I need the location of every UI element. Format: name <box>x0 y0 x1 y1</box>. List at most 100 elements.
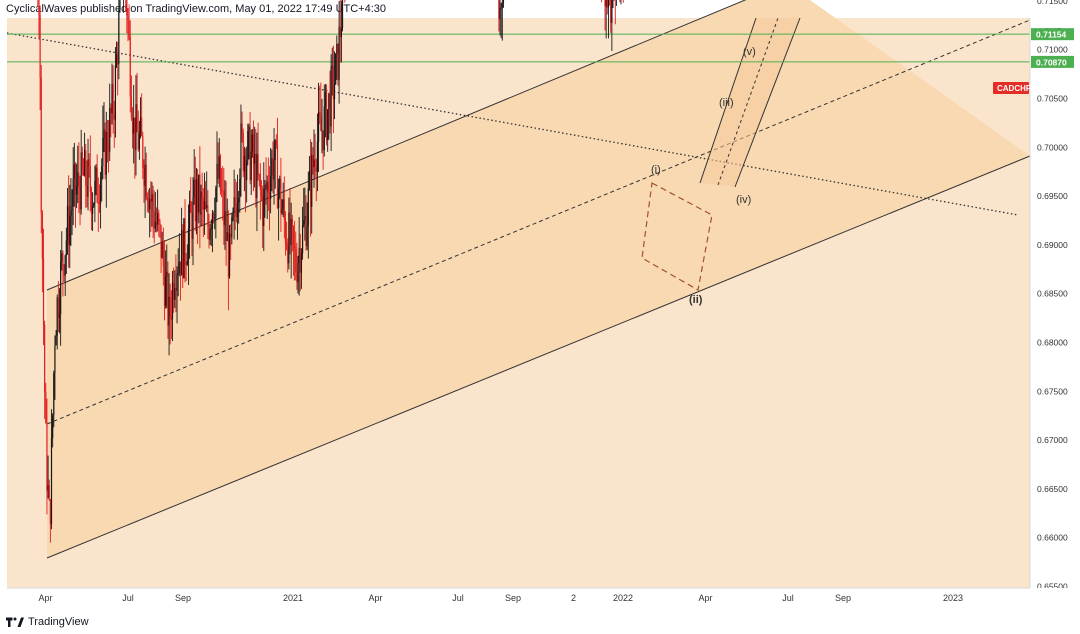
candle-body <box>147 200 150 210</box>
candle-body <box>201 191 203 199</box>
candle-body <box>202 198 204 210</box>
y-tick-label: 0.70500 <box>1037 94 1068 104</box>
x-tick-label: Apr <box>698 593 712 603</box>
price-badge <box>1031 55 1074 68</box>
y-tick-label: 0.66500 <box>1037 484 1068 494</box>
candle-body <box>210 228 212 230</box>
candle-body <box>215 188 217 218</box>
candle-body <box>86 185 88 197</box>
candle-body <box>82 168 85 176</box>
candle-body <box>42 258 45 326</box>
wave-label: (iii) <box>719 97 734 109</box>
candle-body <box>335 54 337 84</box>
candle-body <box>95 167 97 182</box>
x-tick-label: Sep <box>835 593 851 603</box>
candle-body <box>139 117 142 134</box>
candle-body <box>300 253 303 273</box>
price-badge <box>1031 28 1074 41</box>
candle-body <box>200 191 202 215</box>
candle-body <box>256 154 258 199</box>
candle-body <box>231 217 233 238</box>
candle-body <box>304 215 306 221</box>
candle-body <box>186 261 188 265</box>
candle-body <box>267 181 269 193</box>
candle-body <box>174 287 176 300</box>
candle-body <box>146 197 148 201</box>
candle-body <box>211 213 214 229</box>
candle-body <box>126 0 128 16</box>
candle-body <box>175 287 177 291</box>
candle-body <box>88 159 90 166</box>
candle-body <box>131 117 134 134</box>
candle-body <box>209 229 211 240</box>
candle-body <box>114 65 117 120</box>
candle-body <box>208 226 210 240</box>
candle-body <box>80 152 82 210</box>
wave-label: (iv) <box>736 194 751 206</box>
candle-body <box>225 211 227 241</box>
candle-body <box>56 297 58 336</box>
candle-body <box>309 170 312 207</box>
candle-body <box>279 178 281 189</box>
y-tick-label: 0.67500 <box>1037 386 1068 396</box>
candle-body <box>331 65 333 67</box>
candle-body <box>155 221 158 225</box>
x-tick-label: Jul <box>452 593 464 603</box>
candle-body <box>305 215 307 247</box>
candle-body <box>217 163 219 179</box>
candle-body <box>143 167 145 186</box>
candle-body <box>138 133 140 150</box>
y-tick-label: 0.67000 <box>1037 435 1068 445</box>
candle-body <box>118 9 120 64</box>
candle-body <box>192 196 194 239</box>
price-axis: 0.770000.765000.760000.755000.750000.745… <box>993 0 1080 592</box>
candle-body <box>134 117 136 150</box>
candle-body <box>249 126 251 181</box>
trend-channel <box>6 0 1031 559</box>
candle-body <box>68 206 70 245</box>
candle-body <box>185 261 187 265</box>
candle-body <box>316 141 319 172</box>
candle-body <box>500 7 502 9</box>
candle-body <box>195 179 198 222</box>
candle-body <box>117 54 119 64</box>
candle-body <box>182 230 184 278</box>
candle-body <box>135 104 137 150</box>
candle-body <box>57 297 59 318</box>
candle-body <box>313 159 315 167</box>
price-badge-label: 0.70870 <box>1036 57 1067 67</box>
candlestick-series <box>37 0 624 543</box>
candle-body <box>264 184 266 189</box>
candle-body <box>104 129 106 175</box>
y-tick-label: 0.68500 <box>1037 289 1068 299</box>
candle-body <box>105 131 107 175</box>
candle-body <box>340 28 342 38</box>
candle-body <box>115 54 118 66</box>
candle-body <box>159 221 161 225</box>
candle-body <box>64 255 66 276</box>
footer[interactable]: TradingView <box>6 614 89 630</box>
candle-body <box>128 21 130 37</box>
candle-body <box>248 126 250 132</box>
candle-body <box>196 179 199 213</box>
candle-body <box>281 208 283 214</box>
candle-body <box>263 188 265 226</box>
candle-body <box>93 203 95 206</box>
x-tick-label: 2021 <box>283 593 303 603</box>
candle-body <box>145 164 147 198</box>
candle-body <box>54 345 56 373</box>
candle-body <box>243 155 245 172</box>
candle-body <box>239 179 241 199</box>
candle-body <box>317 111 320 142</box>
x-tick-label: Apr <box>38 593 52 603</box>
descending-trendline <box>6 32 1019 216</box>
candle-body <box>98 202 101 204</box>
candle-body <box>179 261 182 276</box>
candle-body <box>169 296 171 318</box>
candle-body <box>290 219 292 246</box>
candle-body <box>206 205 208 209</box>
candle-body <box>47 485 49 491</box>
candle-body <box>312 155 314 167</box>
candle-body <box>258 174 260 176</box>
